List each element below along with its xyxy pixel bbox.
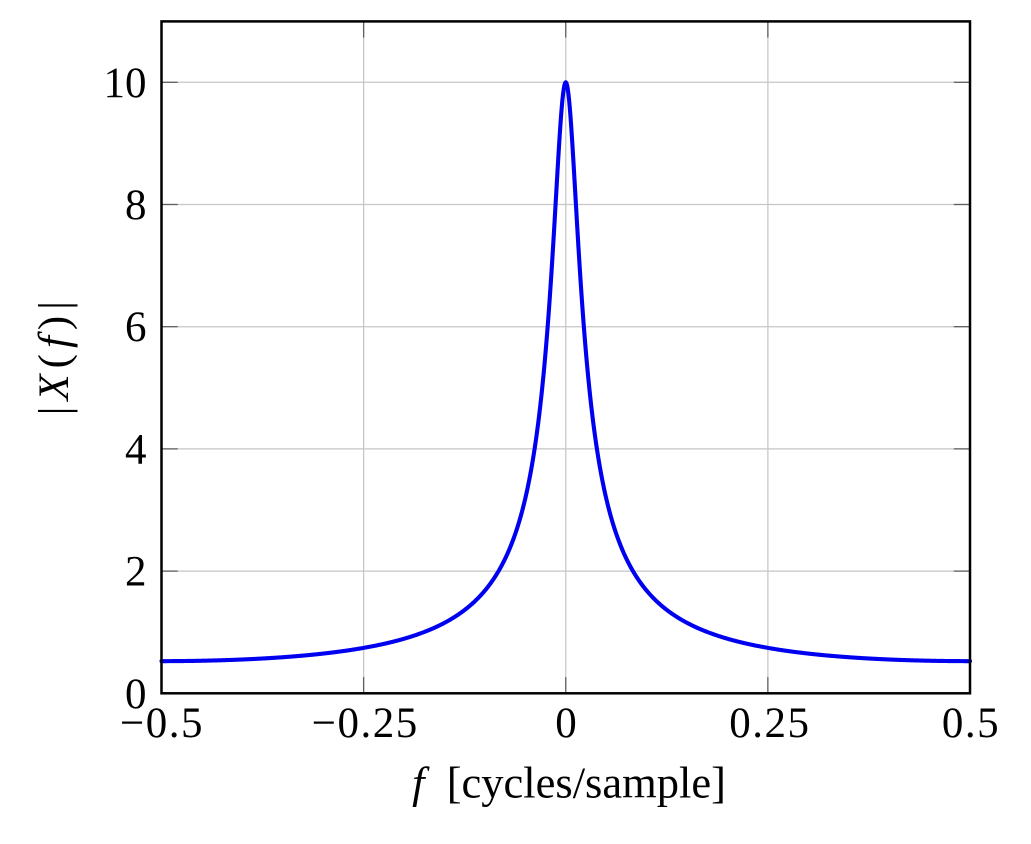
svg-text:0: 0	[125, 671, 147, 718]
svg-text:0.25: 0.25	[729, 700, 810, 747]
svg-text:−0.5: −0.5	[120, 700, 204, 747]
svg-text:2: 2	[125, 549, 147, 596]
svg-text:−0.25: −0.25	[312, 700, 419, 747]
svg-text:10: 10	[104, 60, 147, 107]
svg-text:8: 8	[125, 182, 147, 229]
svg-text:4: 4	[125, 426, 147, 473]
svg-text:|X(f)|: |X(f)|	[31, 295, 78, 415]
svg-text:f [cycles/sample]: f [cycles/sample]	[412, 758, 726, 808]
svg-text:0: 0	[555, 700, 578, 747]
svg-text:6: 6	[125, 304, 147, 351]
svg-text:0.5: 0.5	[942, 700, 1000, 747]
